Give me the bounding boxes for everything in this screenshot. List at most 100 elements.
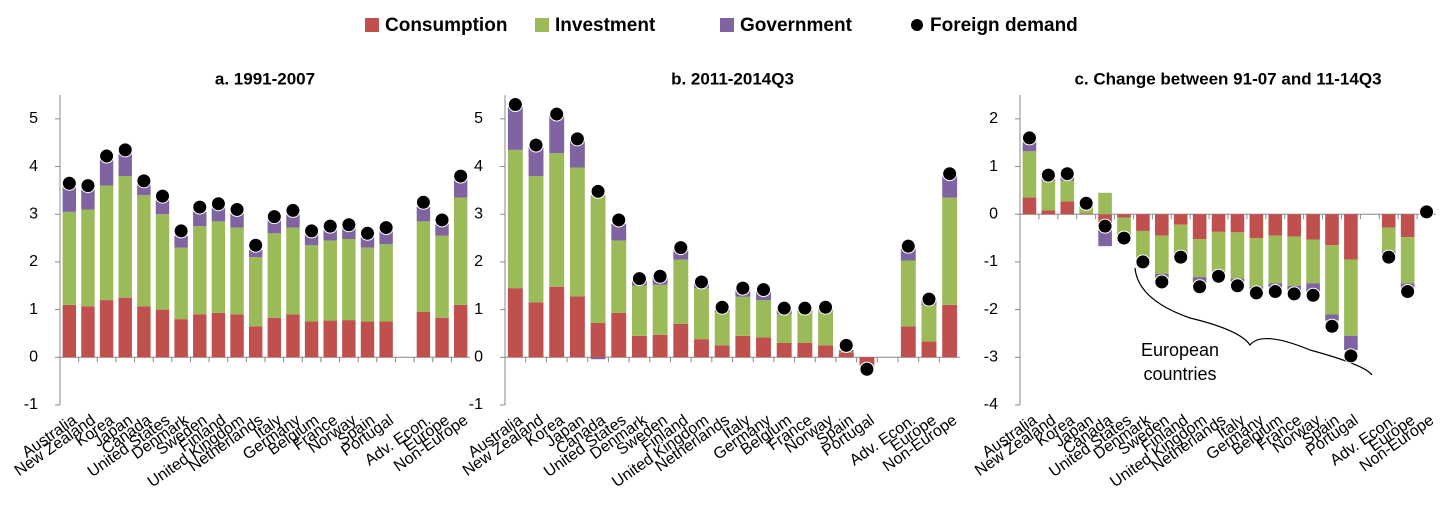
dot-marker <box>61 175 77 191</box>
dot-marker <box>1211 268 1227 284</box>
dot-marker <box>1097 218 1113 234</box>
dot-marker <box>1381 249 1397 265</box>
bar-segment <box>1344 214 1358 260</box>
dot-marker <box>735 280 751 296</box>
bar-segment <box>360 321 375 358</box>
dot-marker <box>1400 283 1416 299</box>
bar-segment <box>1060 180 1075 202</box>
bar-segment <box>549 115 565 154</box>
bar-segment <box>1192 214 1207 240</box>
y-tick-label: 1 <box>989 158 998 175</box>
bar-segment <box>174 247 188 320</box>
dot-marker <box>155 188 170 204</box>
dot-marker <box>900 238 916 254</box>
annotation: European countries <box>1140 340 1220 384</box>
dot-marker <box>1135 254 1151 270</box>
bar-segment <box>1287 236 1301 286</box>
bar-segment <box>1306 283 1320 292</box>
bar-segment <box>776 314 792 343</box>
bar-segment <box>1325 245 1339 315</box>
bar-segment <box>776 343 792 358</box>
dot-marker <box>756 282 772 298</box>
y-tick-label: -3 <box>984 349 998 366</box>
y-tick-label: 5 <box>29 110 38 127</box>
bar-segment <box>528 147 544 177</box>
dot-marker <box>415 194 431 210</box>
legend-label: Foreign demand <box>930 15 1078 36</box>
y-tick-label: 1 <box>474 301 483 318</box>
bar-segment <box>1022 151 1037 198</box>
y-tick-label: 5 <box>474 110 483 127</box>
bar-segment <box>1173 214 1188 225</box>
bar-segment <box>611 240 627 313</box>
bar-segment <box>569 141 585 168</box>
bar-segment <box>81 306 95 358</box>
y-tick-label: 0 <box>29 349 38 366</box>
dot-marker <box>378 220 394 236</box>
dot-marker <box>80 178 96 194</box>
bar-segment <box>1211 231 1226 273</box>
dot-marker <box>1267 283 1283 299</box>
legend-marker <box>911 19 923 31</box>
y-tick-label: 1 <box>29 301 38 318</box>
dot-marker <box>304 223 320 239</box>
bar-segment <box>1155 235 1169 274</box>
bar-segment <box>631 335 647 358</box>
bar-segment <box>193 211 207 227</box>
dot-marker <box>569 131 585 147</box>
legend-label: Government <box>740 15 853 36</box>
bar-segment <box>137 306 151 358</box>
bar-segment <box>1381 214 1396 228</box>
dot-marker <box>248 237 264 253</box>
dot-marker <box>1248 285 1264 301</box>
dot-marker <box>1192 279 1208 295</box>
y-tick-label: 3 <box>29 205 38 222</box>
bar-segment <box>435 235 449 318</box>
y-tick-label: 2 <box>989 110 998 127</box>
dot-marker <box>611 212 627 228</box>
dot-marker <box>590 183 606 199</box>
dot-marker <box>322 218 338 234</box>
bar-segment <box>416 207 431 222</box>
y-tick-label: 4 <box>29 158 38 175</box>
bar-segment <box>590 195 606 323</box>
dot-marker <box>360 225 375 241</box>
bar-segment <box>286 314 300 358</box>
bar-segment <box>900 326 916 358</box>
dot-marker <box>266 209 282 225</box>
bar-segment <box>1136 230 1150 259</box>
bar-segment <box>193 314 207 358</box>
dot-marker <box>942 166 958 182</box>
bar-segment <box>528 302 544 358</box>
bar-segment <box>694 288 709 340</box>
bar-segment <box>99 300 114 358</box>
bar-segment <box>1098 192 1112 215</box>
bar-segment <box>1173 224 1188 253</box>
bar-segment <box>1268 235 1283 284</box>
bar-segment <box>631 285 647 336</box>
bar-segment <box>118 152 132 177</box>
bar-segment <box>652 334 668 358</box>
bar-segment <box>797 312 813 343</box>
bar-segment <box>211 221 226 313</box>
dot-marker <box>1154 274 1170 290</box>
bar-segment <box>507 106 523 150</box>
dot-marker <box>631 271 647 287</box>
bar-segment <box>735 335 751 358</box>
bar-segment <box>416 312 431 358</box>
bar-segment <box>286 214 300 228</box>
dot-marker <box>507 97 523 113</box>
bar-segment <box>590 357 606 360</box>
dot-marker <box>673 240 689 256</box>
bar-segment <box>507 149 523 289</box>
bar-segment <box>1325 214 1339 246</box>
bar-segment <box>416 221 431 312</box>
bar-segment <box>942 197 958 305</box>
bar-segment <box>62 304 77 358</box>
dot-marker <box>1305 287 1321 303</box>
y-tick-label: 0 <box>474 349 483 366</box>
bar-segment <box>652 284 668 335</box>
bar-segment <box>155 199 170 215</box>
y-tick-label: 4 <box>474 158 483 175</box>
